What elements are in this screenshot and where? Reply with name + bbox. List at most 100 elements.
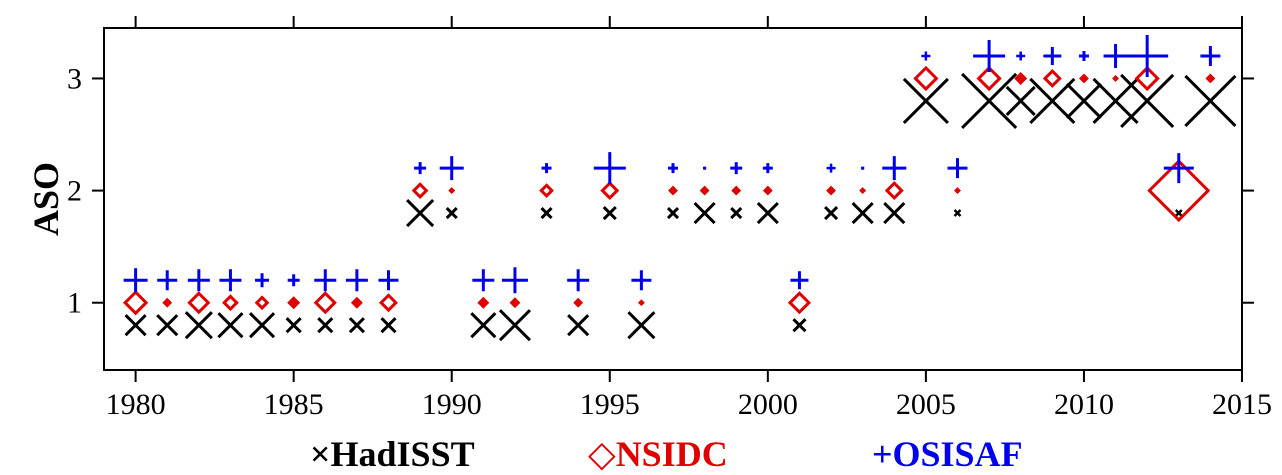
point-nsidc [954,187,961,195]
point-nsidc [1147,159,1211,223]
point-osisaf [541,163,552,174]
point-osisaf [826,163,836,173]
point-hadisst [445,206,458,220]
point-hadisst [823,205,839,221]
point-osisaf [255,273,270,288]
point-hadisst [285,317,302,334]
svg-text:×HadISST: ×HadISST [310,434,475,474]
point-nsidc [287,296,301,310]
point-hadisst [1029,77,1076,124]
x-tick-label: 1985 [264,388,324,421]
point-osisaf [123,268,148,293]
point-osisaf [668,163,678,174]
point-osisaf [790,271,809,290]
point-osisaf [861,166,865,170]
legend-label-hadisst: HadISST [331,434,475,474]
point-hadisst [883,201,906,225]
point-hadisst [540,206,553,220]
legend-label-nsidc: NSIDC [616,434,728,474]
point-hadisst [156,314,179,337]
point-hadisst [1065,82,1103,119]
point-osisaf [703,166,707,170]
point-hadisst [602,205,617,221]
point-osisaf [345,269,368,292]
x-tick-label: 2010 [1054,388,1114,421]
x-tick-label: 2015 [1212,388,1272,421]
point-osisaf [762,163,773,174]
point-hadisst [627,311,656,340]
point-hadisst [953,209,962,217]
point-osisaf [439,156,464,181]
point-nsidc [411,182,429,200]
point-nsidc [600,181,620,201]
point-osisaf [472,269,495,292]
axes: 1980 1985 1990 1995 2000 2005 2010 2015 1 2 3 [67,16,1272,421]
y-axis-title: ASO [26,162,66,236]
point-hadisst [851,201,874,225]
point-hadisst [184,311,213,340]
svg-text:+OSISAF: +OSISAF [872,434,1023,474]
point-nsidc [976,65,1002,92]
y-tick-label: 2 [67,175,82,208]
point-nsidc [762,185,773,196]
legend-item-nsidc: ◇NSIDC [588,434,728,474]
point-osisaf [1078,51,1089,62]
y-tick-label: 1 [67,287,82,320]
point-hadisst [348,317,365,334]
point-osisaf [947,158,968,179]
point-hadisst [902,77,949,124]
legend-label-osisaf: OSISAF [893,434,1023,474]
point-osisaf [414,162,427,175]
point-osisaf [219,269,242,292]
point-osisaf [730,162,743,175]
point-hadisst [1174,209,1183,217]
legend-item-hadisst: ×HadISST [310,434,475,474]
point-hadisst [693,201,716,225]
point-hadisst [317,317,334,334]
point-hadisst [406,198,435,228]
point-osisaf [187,269,210,292]
point-hadisst [248,312,276,339]
point-osisaf [882,156,907,181]
point-nsidc [1134,65,1160,92]
legend-symbol-hadisst: × [310,434,331,474]
point-osisaf [631,270,652,291]
point-nsidc [448,187,456,195]
point-nsidc [826,185,836,196]
legend: ×HadISST ◇NSIDC +OSISAF [310,434,1023,474]
point-nsidc [668,185,678,196]
plot-markers [122,35,1237,342]
legend-item-osisaf: +OSISAF [872,434,1023,474]
point-hadisst [217,312,244,339]
point-hadisst [380,317,397,334]
point-hadisst [1092,77,1139,124]
point-osisaf [1016,51,1026,61]
point-nsidc [1112,75,1120,82]
point-osisaf [567,269,590,292]
point-nsidc [379,293,398,313]
point-osisaf [287,274,300,287]
point-osisaf [973,40,1006,73]
point-hadisst [470,312,497,339]
point-nsidc [859,187,867,195]
point-hadisst [567,314,590,337]
point-nsidc [1205,73,1216,84]
point-nsidc [509,297,521,309]
point-osisaf [1126,35,1169,78]
point-nsidc [787,291,812,315]
point-nsidc [162,297,173,308]
point-osisaf [157,270,178,291]
point-hadisst [756,201,779,225]
svg-text:◇NSIDC: ◇NSIDC [588,434,728,474]
point-osisaf [1163,153,1194,184]
point-nsidc [350,296,363,309]
point-nsidc [539,183,554,198]
plot-frame [103,27,1243,371]
point-nsidc [1014,71,1028,85]
point-nsidc [254,295,270,311]
point-osisaf [921,51,931,61]
point-osisaf [314,269,337,292]
point-nsidc [1079,73,1089,84]
point-hadisst [124,314,147,337]
